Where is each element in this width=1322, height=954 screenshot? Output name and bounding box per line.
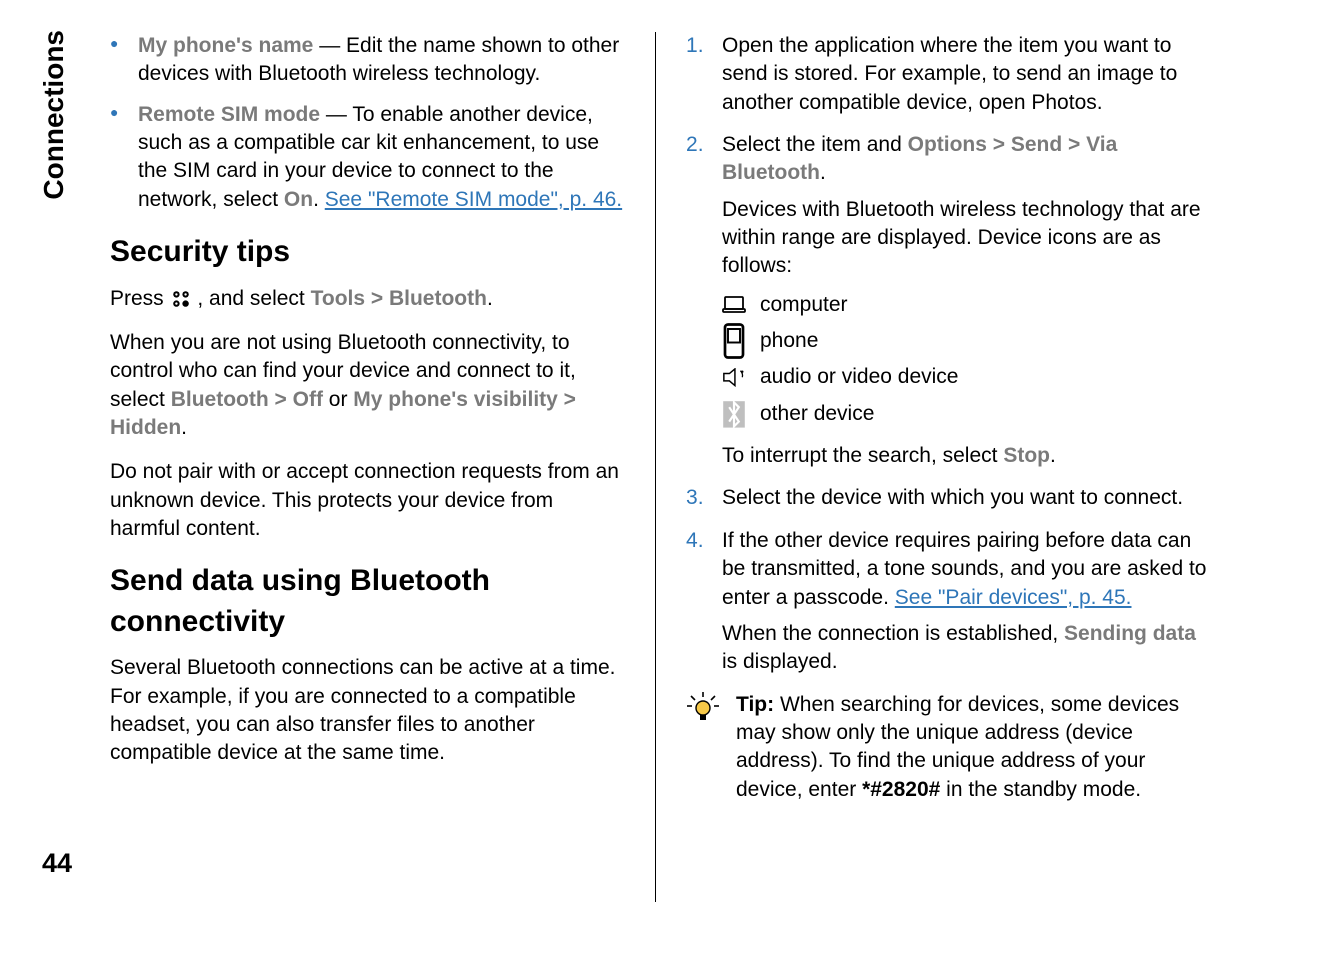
menu-options: Options	[908, 133, 987, 156]
gt: >	[365, 287, 389, 310]
text: When the connection is established,	[722, 622, 1064, 645]
gt: >	[987, 133, 1011, 156]
phone-icon	[722, 330, 746, 352]
security-p3: Do not pair with or accept connection re…	[110, 458, 625, 543]
home-key-icon	[170, 288, 192, 310]
heading-security-tips: Security tips	[110, 232, 625, 273]
tip-block: Tip: When searching for devices, some de…	[686, 691, 1210, 804]
tip-lightbulb-icon	[686, 691, 720, 725]
text: or	[323, 388, 353, 411]
speaker-icon	[722, 367, 746, 389]
step-4: If the other device requires pairing bef…	[722, 527, 1210, 677]
step-2-interrupt: To interrupt the search, select Stop.	[722, 442, 1210, 470]
gt: >	[1062, 133, 1086, 156]
text: To interrupt the search, select	[722, 444, 1003, 467]
text: Select the item and	[722, 133, 908, 156]
label: phone	[760, 327, 818, 355]
value-hidden: Hidden	[110, 416, 181, 439]
text: Select the device with which you want to…	[722, 486, 1183, 509]
label: computer	[760, 291, 848, 319]
device-other: other device	[722, 400, 1210, 428]
settings-bullets: My phone's name — Edit the name shown to…	[110, 32, 625, 214]
gt: >	[558, 388, 576, 411]
two-column-layout: My phone's name — Edit the name shown to…	[110, 32, 1260, 902]
label: audio or video device	[760, 363, 958, 391]
menu-visibility: My phone's visibility	[353, 388, 558, 411]
security-p1: Press , and select Tools > Bluetooth.	[110, 285, 625, 313]
status-sending-data: Sending data	[1064, 622, 1196, 645]
page: Connections 44 My phone's name — Edit th…	[0, 0, 1322, 954]
step-1: Open the application where the item you …	[722, 32, 1210, 117]
label: other device	[760, 400, 874, 428]
tip-label: Tip:	[736, 693, 774, 716]
tip-code: *#2820#	[862, 778, 940, 801]
right-column: Open the application where the item you …	[655, 32, 1240, 902]
step-3: Select the device with which you want to…	[722, 484, 1210, 512]
menu-bluetooth: Bluetooth	[171, 388, 269, 411]
left-column: My phone's name — Edit the name shown to…	[110, 32, 655, 902]
text: is displayed.	[722, 650, 838, 673]
link-pair-devices[interactable]: See "Pair devices", p. 45.	[895, 586, 1132, 609]
text: .	[820, 161, 826, 184]
text: , and select	[197, 287, 310, 310]
text: .	[1050, 444, 1056, 467]
page-number: 44	[42, 848, 72, 879]
text: .	[181, 416, 187, 439]
menu-send: Send	[1011, 133, 1062, 156]
chapter-label: Connections	[38, 30, 70, 200]
security-p2: When you are not using Bluetooth connect…	[110, 329, 625, 442]
tip-text: Tip: When searching for devices, some de…	[736, 691, 1210, 804]
device-av: audio or video device	[722, 363, 1210, 391]
text: Open the application where the item you …	[722, 34, 1177, 114]
step-2-desc: Devices with Bluetooth wireless technolo…	[722, 196, 1210, 281]
text: .	[313, 188, 325, 211]
value-off: Off	[293, 388, 323, 411]
menu-bluetooth: Bluetooth	[389, 287, 487, 310]
device-icon-list: computer phone audio or vi	[722, 291, 1210, 428]
bullet-remote-sim: Remote SIM mode — To enable another devi…	[138, 101, 625, 214]
menu-tools: Tools	[311, 287, 365, 310]
step-2: Select the item and Options > Send > Via…	[722, 131, 1210, 470]
gt: >	[269, 388, 293, 411]
bullet-my-phone-name: My phone's name — Edit the name shown to…	[138, 32, 625, 89]
heading-send-data: Send data using Bluetooth connectivity	[110, 561, 625, 642]
text: .	[487, 287, 493, 310]
term-remote-sim: Remote SIM mode	[138, 103, 320, 126]
send-steps: Open the application where the item you …	[686, 32, 1210, 677]
text: in the standby mode.	[940, 778, 1141, 801]
link-remote-sim[interactable]: See "Remote SIM mode", p. 46.	[325, 188, 622, 211]
bluetooth-icon	[722, 403, 746, 425]
send-intro: Several Bluetooth connections can be act…	[110, 654, 625, 767]
step-4-established: When the connection is established, Send…	[722, 620, 1210, 677]
term-my-phone-name: My phone's name	[138, 34, 313, 57]
value-on: On	[284, 188, 313, 211]
device-phone: phone	[722, 327, 1210, 355]
text: Press	[110, 287, 170, 310]
button-stop: Stop	[1003, 444, 1050, 467]
computer-icon	[722, 294, 746, 316]
device-computer: computer	[722, 291, 1210, 319]
